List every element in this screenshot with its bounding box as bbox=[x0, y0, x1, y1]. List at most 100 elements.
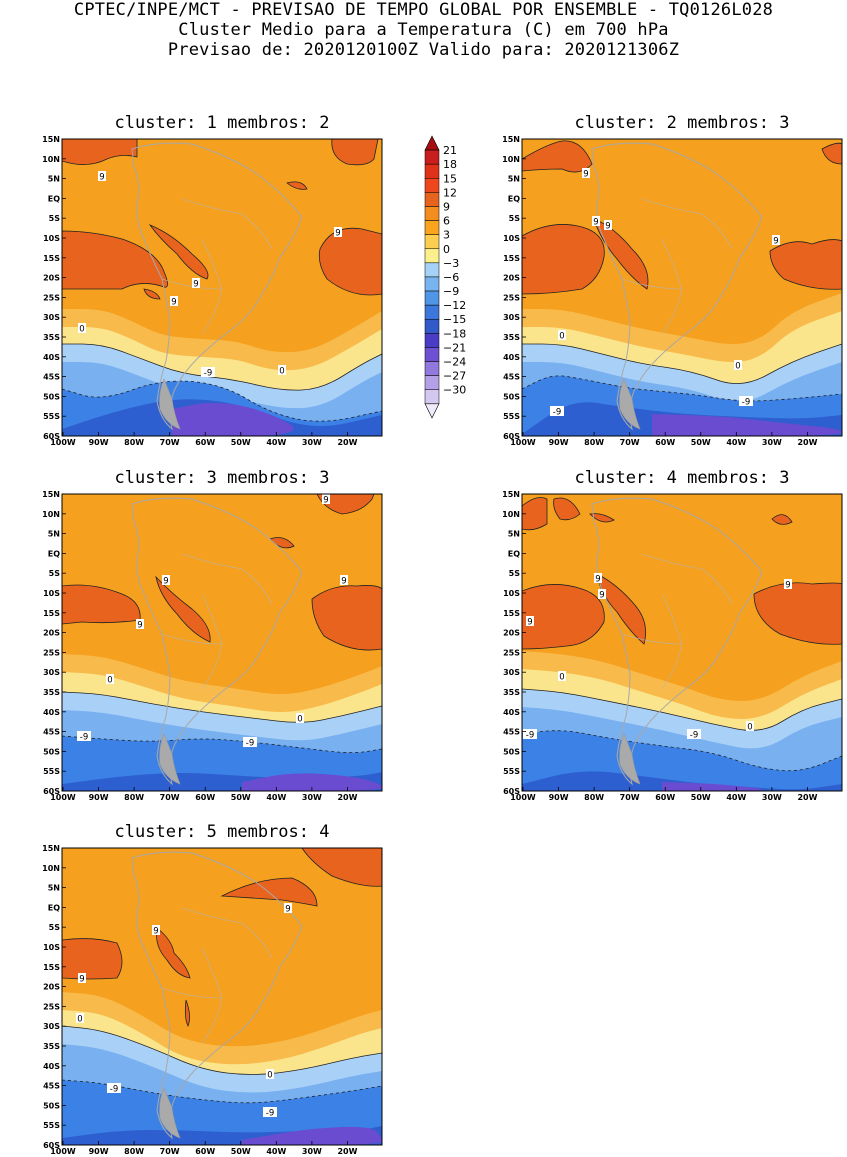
contour-label: 0 bbox=[79, 325, 84, 335]
warm-region bbox=[155, 575, 211, 643]
panel-title-cluster-3: cluster: 3 membros: 3 bbox=[114, 468, 330, 488]
contour-label-box bbox=[784, 579, 792, 589]
contour-label-box bbox=[598, 589, 606, 599]
lon-label: 100W bbox=[50, 793, 76, 802]
contour-label-box bbox=[78, 323, 86, 333]
figure-header: CPTEC/INPE/MCT - PREVISAO DE TEMPO GLOBA… bbox=[0, 0, 847, 60]
lon-label: 20W bbox=[337, 438, 357, 447]
warm-region bbox=[589, 513, 615, 523]
header-title: CPTEC/INPE/MCT - PREVISAO DE TEMPO GLOBA… bbox=[73, 0, 774, 20]
map-frame bbox=[61, 847, 383, 1146]
lon-label: 20W bbox=[797, 793, 817, 802]
lat-label: 20S bbox=[503, 274, 520, 283]
contour-label: 0 bbox=[297, 715, 302, 725]
lat-label: 60S bbox=[503, 432, 520, 441]
band-minus15 bbox=[662, 782, 762, 791]
warm-region bbox=[522, 497, 548, 531]
colorbar-label: −27 bbox=[443, 370, 466, 383]
contour-label: 9 bbox=[785, 581, 790, 591]
contour-label-box bbox=[687, 729, 701, 739]
colorbar-label: −30 bbox=[443, 384, 466, 397]
colorbar-label: 3 bbox=[443, 229, 450, 242]
contour-label: 9 bbox=[335, 229, 340, 239]
contour-label: 9 bbox=[79, 975, 84, 985]
colorbar-top-arrow bbox=[424, 135, 440, 151]
lon-label: 50W bbox=[231, 793, 251, 802]
lat-label: 30S bbox=[43, 668, 60, 677]
lon-label: 60W bbox=[195, 793, 215, 802]
contour-minus-nine bbox=[62, 380, 382, 422]
contour-label: 9 bbox=[599, 591, 604, 601]
lat-label: 55S bbox=[43, 1121, 60, 1130]
lat-label: 45S bbox=[503, 728, 520, 737]
lat-label: 35S bbox=[43, 688, 60, 697]
contour-label: 9 bbox=[285, 905, 290, 915]
lat-label: 15N bbox=[42, 844, 60, 853]
warm-region bbox=[596, 573, 647, 645]
lat-label: EQ bbox=[508, 549, 520, 558]
lat-label: 15N bbox=[42, 135, 60, 144]
contour-label: 0 bbox=[559, 332, 564, 342]
lat-label: 50S bbox=[43, 747, 60, 756]
colorbar-swatch bbox=[424, 290, 440, 306]
warm-region bbox=[301, 848, 382, 887]
colorbar-label: −12 bbox=[443, 299, 466, 312]
contour-zero bbox=[522, 688, 842, 731]
colorbar-label: 18 bbox=[443, 158, 457, 171]
colorbar-label: 12 bbox=[443, 186, 457, 199]
contour-label-box bbox=[296, 713, 304, 723]
colorbar-label: −3 bbox=[443, 257, 459, 270]
contour-label-box bbox=[76, 1013, 84, 1023]
warm-region bbox=[821, 142, 842, 165]
colorbar-swatch bbox=[424, 361, 440, 376]
contour-label: -9 bbox=[526, 731, 534, 741]
contour-label: 9 bbox=[605, 222, 610, 232]
map-field: 9 9 9 0 0 -9 -9 bbox=[62, 848, 382, 1145]
map-panel-cluster-4: 9 9 9 9 0 0 -9 -9 15N 10N 5N EQ 5S 10S 15S 20S 25S 30S 35S… bbox=[502, 490, 843, 802]
lon-label: 40W bbox=[726, 438, 746, 447]
lat-label: 40S bbox=[503, 708, 520, 717]
colorbar-label: −15 bbox=[443, 313, 466, 326]
map-frame bbox=[61, 493, 383, 792]
lat-label: 10S bbox=[43, 234, 60, 243]
contour-label: 9 bbox=[593, 218, 598, 228]
contour-label-box bbox=[322, 494, 330, 504]
contour-label: 9 bbox=[527, 618, 532, 628]
band-minus12-to-minus9 bbox=[522, 771, 842, 791]
contour-label-box bbox=[582, 168, 590, 178]
contour-label: 9 bbox=[193, 280, 198, 290]
map-field: 9 9 9 9 0 0 -9 -9 bbox=[522, 494, 842, 791]
lat-label: 10S bbox=[503, 234, 520, 243]
lon-label: 20W bbox=[337, 793, 357, 802]
colorbar-label: −24 bbox=[443, 356, 466, 369]
lon-label: 80W bbox=[124, 793, 144, 802]
lon-label: 90W bbox=[549, 793, 569, 802]
lat-label: 35S bbox=[503, 333, 520, 342]
band-minus15 bbox=[242, 1126, 382, 1145]
contour-minus-nine bbox=[62, 1079, 382, 1104]
lat-label: 5S bbox=[49, 214, 61, 223]
lat-label: 30S bbox=[503, 313, 520, 322]
contour-label-box bbox=[526, 616, 534, 626]
lat-label: EQ bbox=[48, 903, 60, 912]
lat-label: 45S bbox=[43, 1082, 60, 1091]
lat-label: 35S bbox=[43, 333, 60, 342]
contour-minus-nine bbox=[522, 375, 842, 402]
contour-label: 9 bbox=[773, 237, 778, 247]
warm-region bbox=[143, 288, 161, 300]
contour-label-box bbox=[734, 360, 742, 370]
lon-label: 50W bbox=[231, 1147, 251, 1156]
map-field: 9 9 9 9 0 0 -9 bbox=[62, 139, 382, 436]
lat-label: 10S bbox=[43, 589, 60, 598]
lat-label: 40S bbox=[43, 708, 60, 717]
lon-label: 60W bbox=[195, 1147, 215, 1156]
lon-label: 30W bbox=[302, 438, 322, 447]
colorbar-swatch bbox=[424, 304, 440, 320]
lat-label: EQ bbox=[48, 194, 60, 203]
patagonia-islands bbox=[619, 733, 641, 785]
lon-label: 80W bbox=[584, 793, 604, 802]
lat-label: 30S bbox=[43, 1022, 60, 1031]
lat-label: 10N bbox=[42, 155, 60, 164]
contour-label-box bbox=[739, 396, 753, 406]
warm-region bbox=[62, 584, 141, 625]
